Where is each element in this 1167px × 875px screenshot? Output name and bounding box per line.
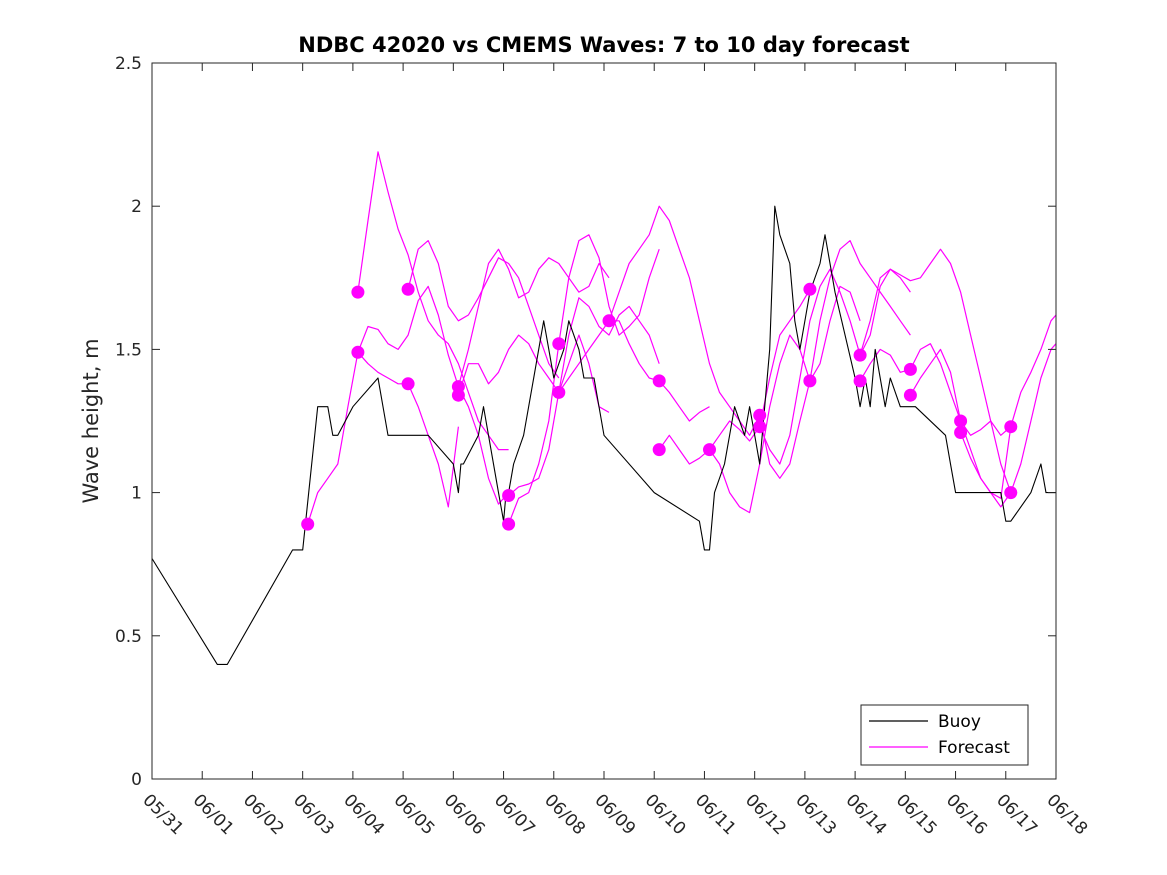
y-axis-ticks: 0 0.5 1 1.5 2 2.5 — [115, 54, 1056, 790]
forecast-series-line-13 — [759, 240, 911, 479]
series-layer — [151, 151, 1057, 665]
y-tick-label: 2 — [131, 197, 142, 217]
y-axis-label: Wave height, m — [79, 338, 103, 503]
forecast-start-marker — [703, 443, 716, 457]
forecast-start-marker — [301, 517, 315, 531]
forecast-start-marker — [753, 408, 767, 422]
legend-buoy-label: Buoy — [938, 712, 981, 732]
forecast-start-marker — [502, 489, 516, 502]
forecast-start-marker — [351, 285, 365, 299]
forecast-start-marker — [753, 420, 767, 434]
forecast-start-marker — [954, 414, 968, 428]
forecast-series-line-15 — [859, 248, 1012, 493]
forecast-start-marker — [803, 374, 817, 388]
legend-forecast-label: Forecast — [938, 738, 1010, 758]
forecast-start-marker — [552, 385, 566, 399]
forecast-start-marker — [652, 374, 666, 388]
forecast-start-marker — [502, 517, 516, 531]
legend: Buoy Forecast — [860, 704, 1029, 766]
chart-title: NDBC 42020 vs CMEMS Waves: 7 to 10 day f… — [298, 33, 909, 57]
forecast-start-marker — [652, 443, 666, 457]
y-tick-label: 1 — [131, 484, 142, 504]
forecast-series-line-7 — [508, 297, 660, 496]
y-tick-label: 0 — [131, 770, 142, 790]
forecast-start-marker — [903, 388, 917, 402]
forecast-series-line-2 — [357, 285, 510, 505]
forecast-series-line-8 — [508, 234, 660, 525]
forecast-series-line-9 — [558, 320, 710, 422]
forecast-series-line-14 — [759, 268, 911, 465]
forecast-start-marker — [1004, 486, 1018, 500]
plot-background — [152, 63, 1056, 779]
forecast-series-line-16 — [859, 343, 1012, 436]
forecast-series-line-4 — [407, 240, 560, 379]
forecast-series-line-10 — [608, 205, 761, 436]
forecast-series-line-12 — [709, 285, 861, 514]
forecast-start-marker — [853, 348, 867, 362]
forecast-start-marker — [351, 345, 365, 359]
forecast-start-marker — [552, 337, 566, 351]
forecast-series-line-11 — [658, 288, 811, 465]
forecast-start-marker — [853, 374, 867, 388]
forecast-start-marker — [903, 362, 917, 376]
forecast-series-line-3 — [307, 351, 459, 525]
y-tick-label: 2.5 — [115, 54, 142, 74]
buoy-series-line — [151, 205, 1056, 665]
forecast-start-marker — [954, 426, 968, 439]
forecast-start-marker — [1004, 420, 1018, 434]
forecast-start-marker — [602, 314, 616, 328]
y-tick-label: 0.5 — [115, 627, 142, 647]
forecast-series-line-5 — [457, 248, 610, 387]
marker-layer — [301, 282, 1018, 531]
forecast-start-marker — [451, 388, 465, 402]
legend-box — [860, 704, 1029, 766]
forecast-start-marker — [401, 282, 415, 296]
forecast-series-line-1 — [357, 151, 509, 451]
forecast-series-line-6 — [457, 334, 610, 413]
plot-area — [152, 63, 1056, 779]
forecast-start-marker — [803, 282, 817, 296]
forecast-start-marker — [401, 377, 415, 391]
y-tick-label: 1.5 — [115, 340, 142, 360]
